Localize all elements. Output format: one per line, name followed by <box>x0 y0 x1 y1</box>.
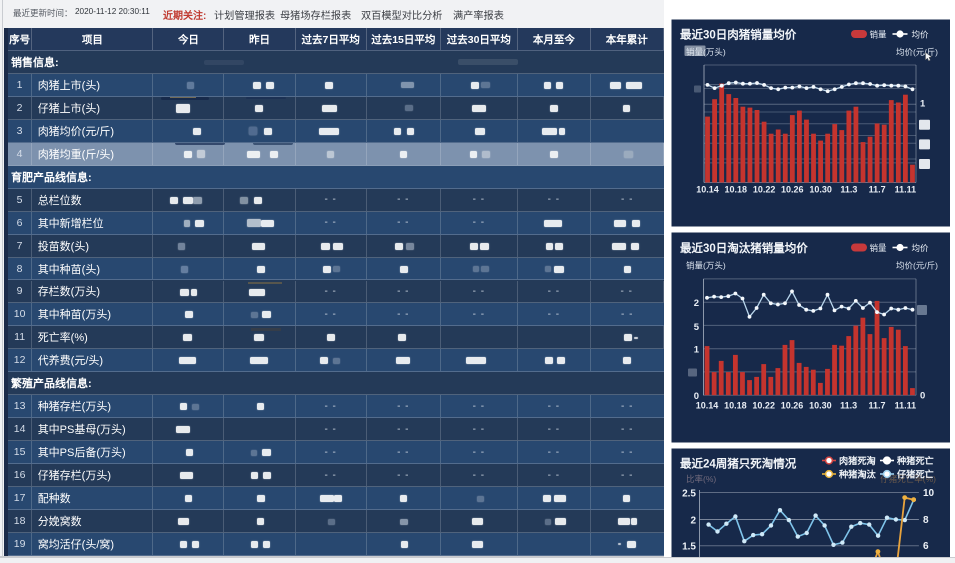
svg-text:10.14: 10.14 <box>696 401 719 411</box>
svg-text:均价(元/斤): 均价(元/斤) <box>896 261 938 271</box>
svg-text:10.26: 10.26 <box>781 401 804 411</box>
svg-text:销量(万头): 销量(万头) <box>686 261 726 271</box>
svg-text:种猪淘汰: 种猪淘汰 <box>838 469 877 480</box>
svg-text:最近30日肉猪销量均价: 最近30日肉猪销量均价 <box>680 28 797 42</box>
svg-text:10: 10 <box>923 488 935 499</box>
svg-text:10.22: 10.22 <box>753 185 776 195</box>
svg-text:1.5: 1.5 <box>682 542 696 553</box>
svg-text:最近24周猪只死淘情况: 最近24周猪只死淘情况 <box>680 457 797 471</box>
svg-text:比率(%): 比率(%) <box>686 474 716 484</box>
svg-text:均价: 均价 <box>912 243 930 253</box>
svg-text:2.5: 2.5 <box>682 489 696 500</box>
svg-text:10.22: 10.22 <box>752 401 775 411</box>
svg-text:均价: 均价 <box>912 30 930 40</box>
svg-text:销量: 销量 <box>870 30 888 40</box>
svg-text:销量(万头): 销量(万头) <box>686 47 726 57</box>
svg-text:均价(元/斤): 均价(元/斤) <box>896 47 938 57</box>
svg-text:10.18: 10.18 <box>724 401 747 411</box>
svg-text:1: 1 <box>694 345 700 356</box>
svg-text:仔猪死亡率(%): 仔猪死亡率(%) <box>880 474 936 484</box>
svg-text:种猪死亡: 种猪死亡 <box>896 455 934 466</box>
svg-text:6: 6 <box>923 541 929 552</box>
svg-text:11.3: 11.3 <box>840 401 857 411</box>
svg-text:销量: 销量 <box>870 243 888 253</box>
svg-text:0: 0 <box>920 391 925 402</box>
svg-text:0: 0 <box>694 391 699 402</box>
svg-text:8: 8 <box>923 515 929 526</box>
svg-text:肉猪死淘: 肉猪死淘 <box>839 455 876 466</box>
svg-text:仔猪死亡: 仔猪死亡 <box>897 469 934 480</box>
svg-text:1: 1 <box>920 99 926 110</box>
svg-text:10.18: 10.18 <box>725 185 748 195</box>
svg-text:最近30日淘汰猪销量均价: 最近30日淘汰猪销量均价 <box>680 241 808 255</box>
svg-text:10.26: 10.26 <box>781 185 804 195</box>
svg-text:11.7: 11.7 <box>868 401 885 411</box>
svg-text:2: 2 <box>694 298 699 309</box>
svg-text:11.3: 11.3 <box>840 185 857 195</box>
svg-text:11.11: 11.11 <box>895 401 917 411</box>
svg-text:11.11: 11.11 <box>895 185 917 195</box>
svg-text:11.7: 11.7 <box>869 185 886 195</box>
svg-text:10.30: 10.30 <box>809 185 832 195</box>
svg-text:10.14: 10.14 <box>696 185 719 195</box>
svg-text:5: 5 <box>694 322 700 333</box>
svg-text:2: 2 <box>690 516 696 527</box>
svg-text:10.30: 10.30 <box>809 401 832 411</box>
